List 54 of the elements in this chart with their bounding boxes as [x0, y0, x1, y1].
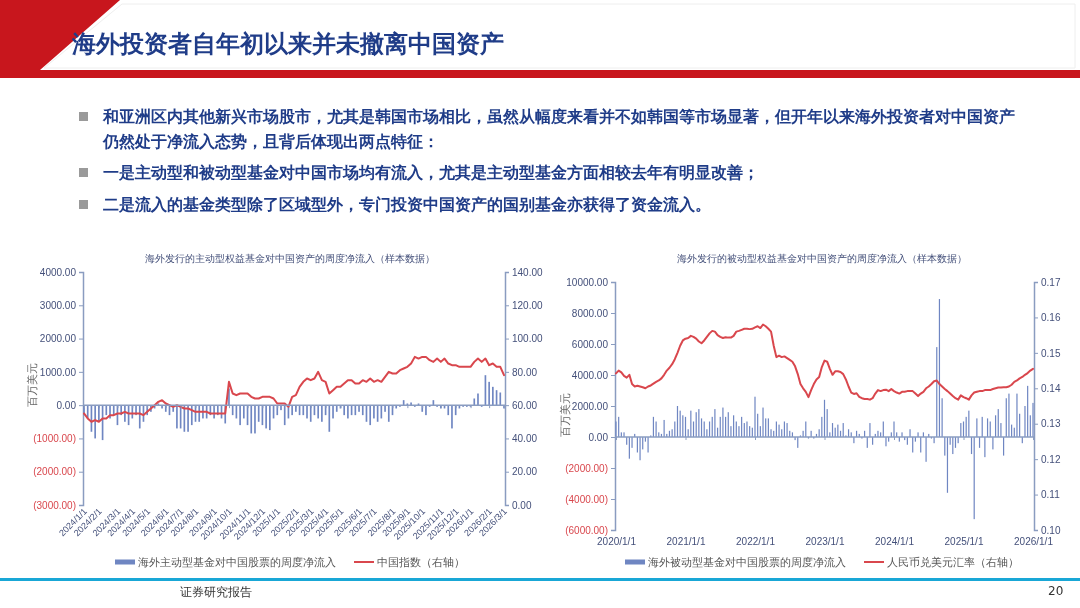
y-tick-label: (4000.00)	[565, 493, 608, 505]
x-tick-label: 2020/1/1	[597, 536, 637, 547]
y2-tick-label: 140.00	[512, 266, 544, 278]
y-tick-label: 6000.00	[571, 338, 609, 350]
y-tick-label: 4000.00	[571, 369, 609, 381]
y2-tick-label: 120.00	[512, 299, 544, 311]
y2-tick-label: 0.15	[1041, 347, 1061, 359]
y-tick-label: 0.00	[588, 431, 609, 443]
y-tick-label: 2000.00	[571, 400, 609, 412]
y-tick-label: 1000.00	[39, 366, 77, 378]
y2-tick-label: 0.13	[1041, 418, 1061, 430]
y2-tick-label: 0.10	[1041, 524, 1061, 536]
y2-tick-label: 20.00	[512, 466, 538, 478]
x-tick-label: 2021/1/1	[666, 536, 706, 547]
chart-title: 海外发行的被动型权益基金对中国资产的周度净流入（样本数据）	[677, 253, 967, 264]
y2-tick-label: 0.11	[1041, 489, 1061, 501]
y-axis-title: 百万美元	[26, 363, 39, 407]
text: 一是主动型和被动型基金对中国市场均有流入，尤其是主动型基金方面相较去年有明显改善；	[103, 163, 759, 182]
y-tick-label: 10000.00	[566, 276, 609, 288]
y-tick-label: 2000.00	[39, 333, 77, 345]
chart-title: 海外发行的主动型权益基金对中国资产的周度净流入（样本数据）	[145, 253, 435, 264]
y2-tick-label: 0.14	[1041, 382, 1061, 394]
y2-tick-label: 0.16	[1041, 312, 1061, 324]
x-tick-label: 2024/1/1	[875, 536, 915, 547]
x-tick-label: 2026/1/1	[1014, 536, 1054, 547]
y-axis-title: 百万美元	[559, 393, 572, 437]
y-tick-label: 0.00	[56, 399, 77, 411]
x-tick-label: 2023/1/1	[805, 536, 845, 547]
x-tick-label: 2025/1/1	[944, 536, 984, 547]
legend-label: 中国指数（右轴）	[377, 556, 465, 569]
legend-label: 海外被动型基金对中国股票的周度净流入	[648, 556, 846, 569]
y2-tick-label: 60.00	[512, 399, 538, 411]
x-tick-label: 2022/1/1	[736, 536, 776, 547]
legend-label: 海外主动型基金对中国股票的周度净流入	[138, 556, 336, 569]
legend-label: 人民币兑美元汇率（右轴）	[887, 556, 1019, 569]
y-tick-label: (2000.00)	[565, 462, 608, 474]
text: 海外投资者自年初以来并未撤离中国资产	[72, 28, 504, 60]
y-tick-label: (6000.00)	[565, 524, 608, 536]
text: 证券研究报告	[180, 584, 252, 601]
text: 二是流入的基金类型除了区域型外，专门投资中国资产的国别基金亦获得了资金流入。	[103, 195, 711, 214]
text: 20	[1048, 584, 1064, 598]
text: 和亚洲区内其他新兴市场股市，尤其是韩国市场相比，虽然从幅度来看并不如韩国等市场显著，但开年以来海外投资者对中国资产仍然处于净流入态势，且背后体现出两点特征：	[103, 107, 1015, 151]
y-tick-label: 3000.00	[39, 299, 77, 311]
y2-tick-label: 0.12	[1041, 453, 1061, 465]
y-tick-label: (1000.00)	[33, 433, 76, 445]
y-tick-label: 8000.00	[571, 307, 609, 319]
y2-tick-label: 0.17	[1041, 276, 1061, 288]
y2-tick-label: 100.00	[512, 333, 544, 345]
y2-tick-label: 80.00	[512, 366, 538, 378]
y-tick-label: (2000.00)	[33, 466, 76, 478]
y2-tick-label: 40.00	[512, 433, 538, 445]
y-tick-label: (3000.00)	[33, 499, 76, 511]
y2-tick-label: 0.00	[512, 499, 532, 511]
y-tick-label: 4000.00	[39, 266, 77, 278]
